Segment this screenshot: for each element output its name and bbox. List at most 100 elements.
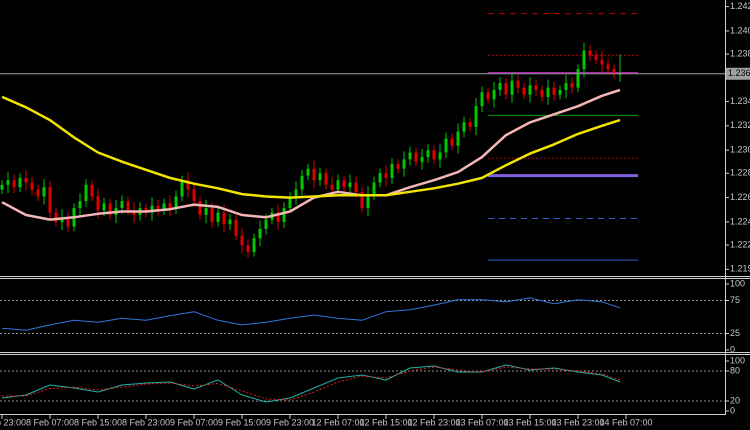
candle-body	[246, 245, 250, 253]
candle-body	[282, 208, 286, 222]
series-line	[1, 297, 621, 331]
candle-body	[480, 92, 484, 107]
candle-body	[390, 164, 394, 178]
candle-body	[96, 196, 100, 211]
y-tick-label: 100	[730, 278, 745, 288]
x-tick-label: 12 Feb 07:00	[311, 417, 364, 427]
candle-body	[438, 152, 442, 160]
y-tick-label: 1.2282	[730, 168, 750, 178]
candle-body	[324, 173, 328, 185]
y-tick-label: 20	[730, 395, 740, 405]
candle-body	[264, 219, 268, 229]
x-tick-label: 9 Feb 15:00	[218, 417, 266, 427]
y-tick-label: 0	[730, 405, 735, 415]
candle-body	[510, 80, 514, 95]
y-tick-label: 25	[730, 328, 740, 338]
candle-body	[30, 182, 34, 190]
candle-body	[408, 152, 412, 160]
candle-body	[378, 173, 382, 183]
candle-body	[294, 189, 298, 197]
bid-label-box	[726, 67, 750, 80]
candle-body	[414, 152, 418, 162]
y-tick-label: 1.2344	[730, 96, 750, 106]
candle-body	[402, 159, 406, 169]
candle-body	[150, 205, 154, 213]
x-tick-label: 14 Feb 07:00	[599, 417, 652, 427]
candle-body	[288, 196, 292, 209]
candle-body	[348, 182, 352, 188]
candle-body	[204, 208, 208, 215]
candle-body	[180, 180, 184, 197]
candle-body	[6, 180, 10, 185]
candle-body	[84, 184, 88, 202]
x-tick-label: 13 Feb 07:00	[455, 417, 508, 427]
candle-body	[48, 187, 52, 213]
y-tick-label: 1.2426	[730, 1, 750, 11]
candle-body	[552, 87, 556, 95]
candle-body	[474, 106, 478, 128]
candle-body	[366, 194, 370, 209]
x-tick-label: 8 Feb 15:00	[74, 417, 122, 427]
candle-body	[174, 196, 178, 209]
candle-body	[216, 212, 220, 222]
candle-body	[192, 189, 196, 202]
candle-body	[444, 138, 448, 153]
y-tick-label: 1.222	[730, 239, 750, 249]
pane	[0, 13, 638, 261]
x-tick-label: 12 Feb 15:00	[359, 417, 412, 427]
candle-body	[156, 205, 160, 211]
candle-body	[342, 180, 346, 188]
candle-body	[36, 189, 40, 197]
candle-body	[162, 203, 166, 211]
candle-body	[456, 131, 460, 146]
candle-body	[66, 217, 70, 227]
candle-body	[360, 191, 364, 209]
candle-body	[90, 184, 94, 197]
candle-body	[426, 150, 430, 158]
x-tick-label: 7 Feb 23:00	[0, 417, 26, 427]
candle-body	[120, 201, 124, 209]
series-line	[2, 366, 621, 401]
candle-body	[504, 83, 508, 95]
candle-body	[372, 182, 376, 195]
candle-body	[186, 180, 190, 190]
candle-body	[234, 219, 238, 236]
y-tick-label: 1.224	[730, 216, 750, 226]
pane	[0, 364, 725, 403]
y-tick-label: 0	[730, 344, 735, 354]
candle-body	[612, 69, 616, 74]
candle-body	[0, 184, 4, 190]
candle-body	[300, 175, 304, 190]
x-tick-label: 12 Feb 23:00	[407, 417, 460, 427]
candle-body	[606, 64, 610, 70]
y-tick-label: 1.2323	[730, 120, 750, 130]
y-tick-label: 100	[730, 355, 745, 365]
candle-body	[492, 89, 496, 100]
candle-body	[576, 69, 580, 88]
candle-body	[396, 164, 400, 169]
candle-body	[600, 59, 604, 65]
candle-body	[24, 177, 28, 183]
candle-body	[522, 87, 526, 95]
candle-body	[594, 55, 598, 60]
bid-label: 1.2368	[728, 68, 750, 78]
candle-body	[240, 235, 244, 246]
candle-body	[534, 85, 538, 90]
x-tick-label: 9 Feb 07:00	[170, 417, 218, 427]
candle-body	[210, 208, 214, 222]
candle-body	[336, 180, 340, 190]
x-tick-label: 8 Feb 23:00	[122, 417, 170, 427]
candle-body	[126, 201, 130, 211]
y-tick-label: 75	[730, 295, 740, 305]
candle-body	[384, 173, 388, 178]
x-tick-label: 8 Feb 07:00	[26, 417, 74, 427]
candle-body	[546, 87, 550, 97]
candle-body	[228, 219, 232, 225]
candle-body	[330, 184, 334, 190]
candle-body	[432, 150, 436, 160]
candle-body	[54, 212, 58, 222]
candle-body	[108, 203, 112, 215]
